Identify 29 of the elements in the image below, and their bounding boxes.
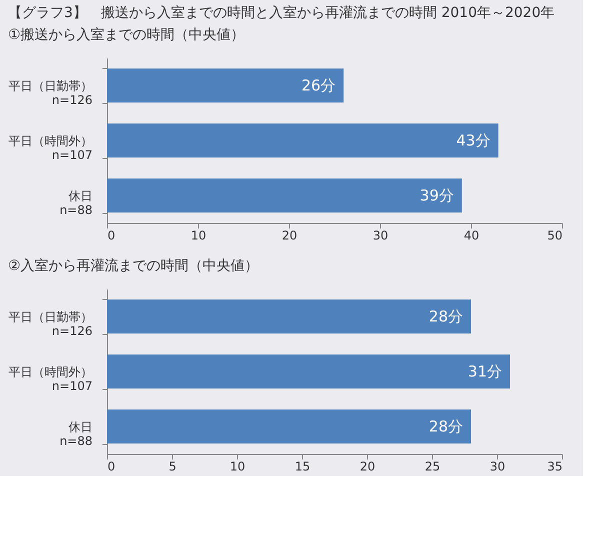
x-tick-label: 10: [230, 460, 246, 474]
chart-title: 【グラフ3】 搬送から入室までの時間と入室から再灌流までの時間 2010年～2020年: [8, 5, 555, 21]
x-tick-label: 20: [360, 460, 376, 474]
x-tick-label: 15: [294, 460, 310, 474]
chart-title: ②入室から再灌流までの時間（中央値）: [8, 258, 259, 274]
y-tick-label: 休日 n=88: [60, 189, 92, 217]
y-tick-label: 休日 n=88: [60, 420, 92, 448]
x-tick-label: 10: [190, 228, 206, 242]
y-tick-label: 平日（日勤帯） n=126: [8, 310, 92, 338]
data-label: 39分: [420, 186, 454, 204]
data-label: 43分: [456, 132, 490, 150]
x-tick-label: 0: [108, 228, 116, 242]
x-tick-label: 35: [547, 460, 562, 474]
data-label: 28分: [428, 418, 463, 436]
x-tick-label: 5: [168, 460, 176, 474]
x-tick-label: 20: [282, 228, 298, 242]
x-tick-label: 30: [372, 228, 388, 242]
data-label: 26分: [302, 76, 336, 94]
x-tick-label: 25: [424, 460, 440, 474]
x-tick-label: 30: [490, 460, 506, 474]
data-label: 31分: [468, 362, 502, 380]
x-tick-label: 50: [547, 228, 562, 242]
y-tick-label: 平日（日勤帯） n=126: [8, 79, 92, 107]
x-tick-label: 0: [108, 460, 116, 474]
x-tick-label: 40: [464, 228, 480, 242]
chart-subtitle: ①搬送から入室までの時間（中央値）: [8, 27, 245, 43]
y-tick-label: 平日（時間外） n=107: [8, 365, 92, 393]
data-label: 28分: [428, 308, 463, 326]
y-tick-label: 平日（時間外） n=107: [8, 134, 92, 162]
